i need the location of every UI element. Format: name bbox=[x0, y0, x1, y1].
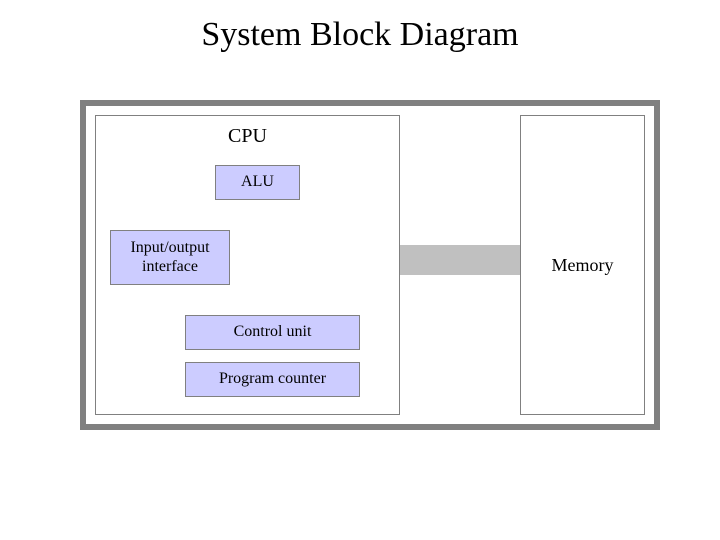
control-unit-label: Control unit bbox=[234, 323, 312, 341]
diagram-title: System Block Diagram bbox=[0, 16, 720, 54]
io-interface-block: Input/output interface bbox=[110, 230, 230, 285]
control-unit-block: Control unit bbox=[185, 315, 360, 350]
cpu-label: CPU bbox=[95, 125, 400, 148]
alu-block: ALU bbox=[215, 165, 300, 200]
bus-connector bbox=[400, 245, 520, 275]
io-interface-label: Input/output interface bbox=[130, 239, 209, 276]
memory-block: Memory bbox=[520, 115, 645, 415]
program-counter-label: Program counter bbox=[219, 370, 326, 388]
memory-label: Memory bbox=[552, 255, 614, 276]
alu-label: ALU bbox=[241, 173, 274, 191]
program-counter-block: Program counter bbox=[185, 362, 360, 397]
